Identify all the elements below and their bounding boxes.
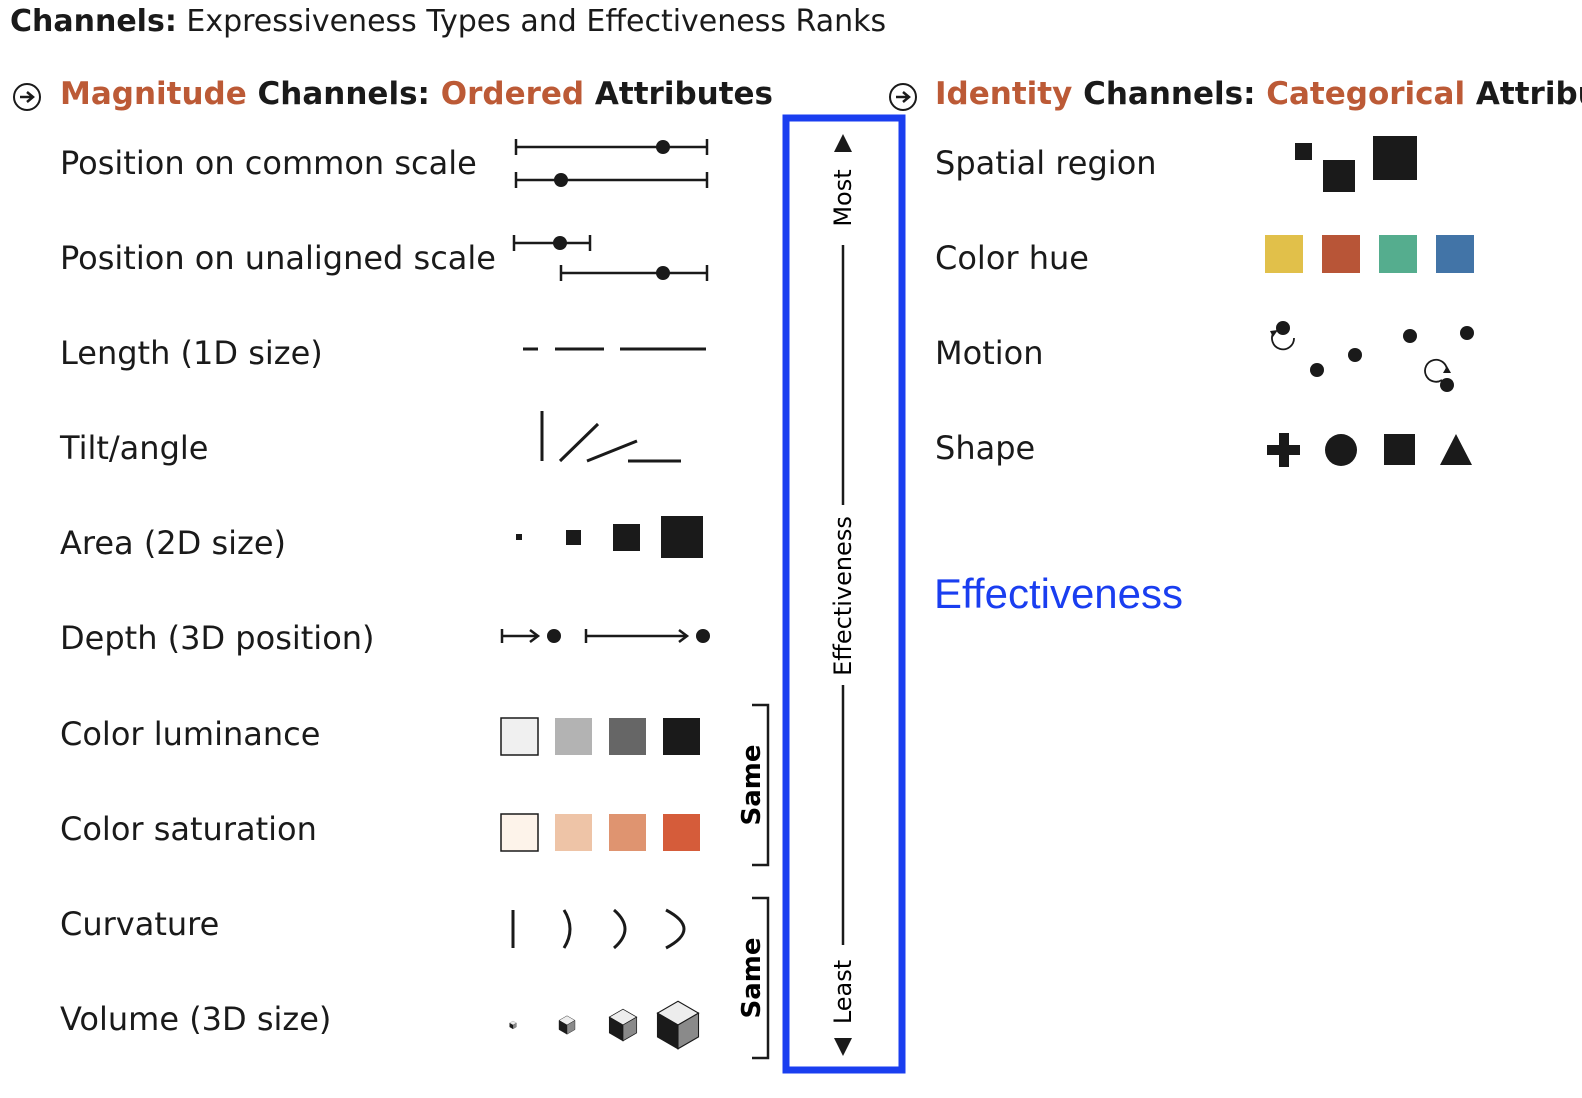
page-title: Channels: Expressiveness Types and Effec… — [10, 4, 886, 39]
row-label-area: Area (2D size) — [60, 524, 286, 562]
row-label-spatial-region: Spatial region — [935, 144, 1157, 182]
row-label-shape: Shape — [935, 429, 1036, 467]
same-bracket-1 — [752, 703, 770, 867]
row-label-luminance: Color luminance — [60, 715, 321, 753]
effectiveness-annotation: Effectiveness — [934, 570, 1184, 617]
row-label-position-unaligned: Position on unaligned scale — [60, 239, 496, 277]
scale-least-label: Least — [829, 960, 857, 1024]
row-label-color-hue: Color hue — [935, 239, 1089, 277]
identity-header: Identity Channels: Categorical Attribute… — [935, 76, 1582, 112]
circled-arrow-icon — [889, 83, 917, 111]
depth-glyph — [500, 629, 710, 643]
plus-icon — [1267, 433, 1300, 467]
row-label-depth: Depth (3D position) — [60, 619, 375, 657]
row-label-position-common: Position on common scale — [60, 144, 477, 182]
same-bracket-2 — [752, 896, 770, 1060]
identity-channels: Channels: — [1072, 76, 1267, 112]
same-label-1: Same — [737, 745, 767, 826]
circled-arrow-icon — [13, 83, 41, 111]
magnitude-word: Magnitude — [60, 76, 247, 112]
circle-icon — [1325, 434, 1357, 466]
position-unaligned-glyph — [512, 235, 709, 281]
tilt-glyph — [540, 411, 681, 463]
shape-glyph — [1267, 433, 1472, 467]
magnitude-header: Magnitude Channels: Ordered Attributes — [60, 76, 773, 112]
luminance-swatches — [500, 717, 700, 756]
effectiveness-axis — [834, 134, 852, 1056]
scale-most-label: Most — [829, 169, 857, 226]
position-common-glyph — [514, 139, 709, 188]
categorical-word: Categorical — [1266, 76, 1466, 112]
arrow-up-icon — [834, 134, 852, 152]
row-label-saturation: Color saturation — [60, 810, 317, 848]
row-label-tilt: Tilt/angle — [60, 429, 209, 467]
area-glyph — [516, 516, 703, 558]
curvature-glyph — [511, 908, 686, 950]
row-label-volume: Volume (3D size) — [60, 1000, 332, 1038]
spatial-region-glyph — [1295, 136, 1417, 192]
magnitude-channels: Channels: — [246, 76, 441, 112]
saturation-swatches — [500, 813, 700, 852]
triangle-icon — [1440, 434, 1472, 465]
hue-swatches — [1265, 235, 1474, 273]
arrow-down-icon — [834, 1038, 852, 1056]
identity-word: Identity — [935, 76, 1073, 112]
effectiveness-highlight-box — [782, 114, 906, 1074]
same-label-2: Same — [737, 938, 767, 1019]
square-icon — [1384, 434, 1415, 465]
ordered-word: Ordered — [440, 76, 585, 112]
row-label-motion: Motion — [935, 334, 1044, 372]
row-label-curvature: Curvature — [60, 905, 220, 943]
scale-effectiveness-label: Effectiveness — [829, 516, 857, 676]
volume-glyph — [509, 1000, 700, 1050]
title-rest: Expressiveness Types and Effectiveness R… — [176, 4, 887, 39]
magnitude-attributes: Attributes — [584, 76, 774, 112]
motion-glyph — [1270, 321, 1474, 392]
identity-attributes: Attributes — [1475, 76, 1582, 112]
title-bold: Channels: — [10, 4, 177, 39]
row-label-length: Length (1D size) — [60, 334, 323, 372]
